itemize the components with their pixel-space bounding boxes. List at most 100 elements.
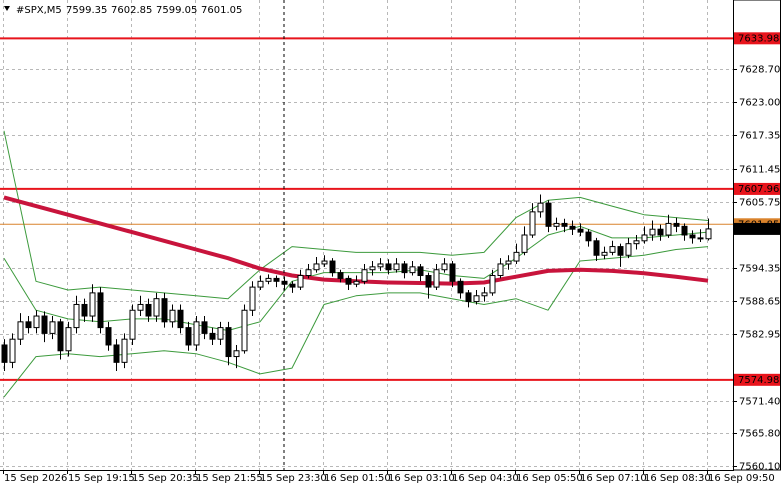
x-tick-label: 15 Sep 21:55	[196, 473, 263, 484]
candle-body	[1, 344, 8, 363]
high-value: 7602.85	[111, 5, 152, 16]
candle-body	[25, 321, 32, 329]
candle-body	[417, 266, 424, 277]
candle-body	[649, 228, 656, 236]
candle-body	[433, 269, 440, 288]
candle-body	[361, 269, 368, 282]
candle-body	[201, 321, 208, 334]
candle-body	[377, 263, 384, 268]
x-tick-label: 15 Sep 23:30	[260, 473, 327, 484]
candle-body	[9, 338, 16, 363]
grid-layer	[0, 0, 733, 470]
candle-body	[345, 277, 352, 285]
x-tick-label: 15 Sep 19:15	[68, 473, 135, 484]
candle-body	[41, 315, 48, 334]
candle-body	[497, 263, 504, 277]
candle-body	[249, 286, 256, 311]
candle-body	[353, 280, 360, 285]
indicator-line	[3, 130, 709, 300]
candle-body	[689, 234, 696, 239]
candle-body	[193, 321, 200, 346]
candle-body	[569, 225, 576, 230]
candle-body	[457, 280, 464, 294]
candle-body	[553, 222, 560, 227]
price-tag-label: 7574.98	[738, 375, 779, 386]
close-value: 7601.05	[201, 5, 242, 16]
candle-body	[265, 277, 272, 282]
price-tag-label: 7601.05	[738, 224, 779, 235]
price-tag	[734, 182, 780, 195]
y-tick-label: 7611.45	[739, 165, 780, 176]
y-tick-label: 7605.75	[739, 198, 780, 209]
candle-body	[593, 240, 600, 256]
candle-body	[409, 266, 416, 274]
candle-body	[217, 327, 224, 340]
candle-body	[561, 222, 568, 227]
candle-body	[145, 303, 152, 317]
candle-body	[465, 292, 472, 303]
candle-body	[697, 237, 704, 240]
x-tick-label: 16 Sep 04:30	[452, 473, 519, 484]
x-tick-label: 16 Sep 09:50	[708, 473, 775, 484]
candle-body	[17, 321, 24, 340]
candle-body	[225, 327, 232, 358]
candle-body	[113, 344, 120, 363]
candle-body	[489, 275, 496, 294]
price-tag	[734, 373, 780, 386]
candle-body	[601, 251, 608, 256]
candle-body	[545, 202, 552, 227]
candle-body	[641, 234, 648, 242]
y-tick-label: 7571.40	[739, 397, 780, 408]
candle-body	[625, 243, 632, 256]
candle-body	[241, 309, 248, 352]
candle-body	[289, 283, 296, 288]
candle-body	[513, 251, 520, 262]
candle-body	[89, 292, 96, 317]
candle-body	[449, 263, 456, 282]
price-tag	[734, 222, 780, 235]
x-tick-label: 16 Sep 08:30	[644, 473, 711, 484]
candle-body	[153, 298, 160, 317]
candle-body	[329, 260, 336, 274]
y-tick-label: 7623.00	[739, 98, 780, 109]
candle-body	[337, 272, 344, 279]
candle-body	[97, 292, 104, 329]
price-tag-label: 7607.96	[738, 184, 779, 195]
candle-body	[369, 266, 376, 271]
candle-body	[617, 246, 624, 256]
axis-layer: 7628.70 7623.00 7617.35 7611.45 7605.75 7594.…	[3, 32, 780, 484]
y-tick-label: 7582.95	[739, 330, 780, 341]
candle-body	[657, 228, 664, 236]
candle-body	[297, 275, 304, 288]
low-value: 7599.05	[156, 5, 197, 16]
candle-body	[537, 202, 544, 213]
candle-body	[129, 309, 136, 340]
candle-body	[529, 211, 536, 236]
y-tick-label: 7565.80	[739, 429, 780, 440]
y-tick-label: 7594.35	[739, 264, 780, 275]
x-tick-label: 15 Sep 2026	[4, 473, 67, 484]
symbol: #SPX,M5	[16, 5, 62, 16]
candle-body	[313, 263, 320, 271]
candle-body	[49, 321, 56, 334]
candle-body	[385, 263, 392, 271]
candle-body	[425, 275, 432, 288]
candle-body	[473, 295, 480, 303]
candle-body	[33, 315, 40, 329]
y-tick-label: 7617.35	[739, 131, 780, 142]
candle-body	[505, 260, 512, 265]
y-tick-label: 7628.70	[739, 65, 780, 76]
candle-body	[161, 298, 168, 323]
candle-body	[209, 332, 216, 340]
candle-body	[273, 277, 280, 282]
x-tick-label: 16 Sep 07:10	[580, 473, 647, 484]
candle-body	[121, 338, 128, 363]
menu-triangle[interactable]	[4, 6, 10, 11]
candle-body	[585, 231, 592, 242]
candle-body	[393, 263, 400, 271]
candle-body	[633, 240, 640, 245]
candle-body	[577, 228, 584, 233]
candle-body	[105, 327, 112, 346]
